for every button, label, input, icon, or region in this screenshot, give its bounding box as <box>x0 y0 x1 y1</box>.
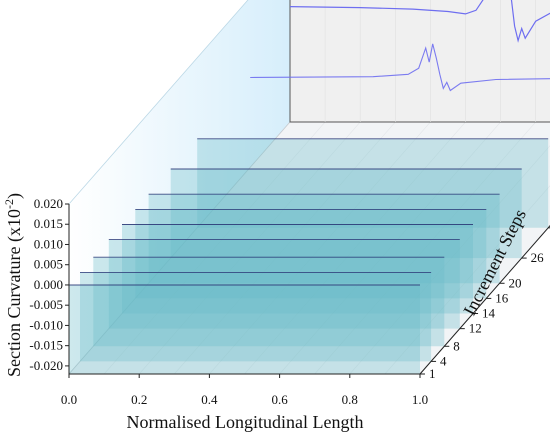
back-panel-frame <box>289 0 550 123</box>
z-tick-label: 8 <box>453 338 460 353</box>
z-tick-label: 26 <box>531 250 545 265</box>
z-tick-label: 1 <box>429 366 436 381</box>
x-tick-label: 1.0 <box>412 392 428 407</box>
slice-line-step-61 <box>250 43 550 92</box>
slice-area-step-14 <box>122 224 473 314</box>
y-axis-label-text: Section Curvature (x10 <box>4 209 25 377</box>
y-axis-label-exponent: -2 <box>2 199 16 209</box>
floor-grid-line <box>138 121 361 375</box>
z-tick-label: 16 <box>495 290 509 305</box>
slice-area-step-8 <box>93 257 445 347</box>
x-axis-label: Normalised Longitudinal Length <box>127 412 364 432</box>
floor-grid-line <box>279 121 501 375</box>
x-tick-label: 0.8 <box>342 392 358 407</box>
x-tick-label: 0.4 <box>201 392 218 407</box>
floor-grid-line <box>349 145 550 375</box>
y-tick-label: 0.020 <box>34 196 63 211</box>
y-tick-label: 0.005 <box>34 257 63 272</box>
step-slices <box>69 43 550 374</box>
y-tick-label: -0.020 <box>29 358 63 373</box>
slice-area-step-36 <box>197 138 549 228</box>
back-panel-curve <box>289 0 550 43</box>
x-tick-label: 0.2 <box>131 392 147 407</box>
x-tick-label: 0.0 <box>61 392 77 407</box>
y-tick-label: -0.010 <box>29 317 63 332</box>
y-tick-label: 0.015 <box>34 216 63 231</box>
floor-grid-line <box>314 121 536 375</box>
z-tick-label: 14 <box>482 306 496 321</box>
slice-area-step-1 <box>69 285 420 374</box>
z-tick-label: 12 <box>469 321 482 336</box>
floor-grid-line <box>103 121 326 375</box>
back-panel: Shell TopShell Bottom <box>289 0 550 123</box>
z-tick-label: 4 <box>440 353 447 368</box>
floor-grid-line <box>384 185 550 375</box>
y-tick-label: -0.005 <box>29 297 63 312</box>
floor-grid-line <box>174 121 396 375</box>
axes: 0.0 0.2 0.4 0.6 0.8 1.0 0.020 0.015 0.010 0.005 0.… <box>29 196 550 407</box>
slice-area-step-4 <box>80 272 432 362</box>
floor-grid-line <box>244 121 466 375</box>
y-axis-label: Section Curvature (x10-2) <box>2 193 25 377</box>
y-tick-label: 0.000 <box>34 277 63 292</box>
slice-area-step-20 <box>148 194 500 284</box>
x-tick-label: 0.6 <box>271 392 288 407</box>
y-tick-label: -0.015 <box>29 338 63 353</box>
3d-walls <box>68 0 550 376</box>
slice-area-step-26 <box>170 169 522 259</box>
slice-area-step-12 <box>108 239 460 329</box>
y-axis-label-end: ) <box>4 193 25 199</box>
y-tick-label: 0.010 <box>34 236 63 251</box>
slice-area-step-16 <box>135 209 487 299</box>
z-axis-line <box>419 225 550 375</box>
floor-grid-line <box>209 121 431 375</box>
z-tick-label: 20 <box>509 275 522 290</box>
